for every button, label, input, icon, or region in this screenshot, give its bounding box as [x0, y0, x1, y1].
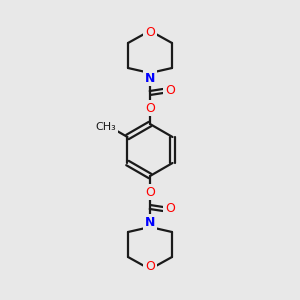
Text: O: O — [145, 260, 155, 274]
Text: CH₃: CH₃ — [95, 122, 116, 132]
Text: N: N — [145, 215, 155, 229]
Text: O: O — [165, 85, 175, 98]
Text: O: O — [145, 26, 155, 40]
Text: N: N — [145, 71, 155, 85]
Text: O: O — [145, 101, 155, 115]
Text: O: O — [165, 202, 175, 215]
Text: O: O — [145, 185, 155, 199]
